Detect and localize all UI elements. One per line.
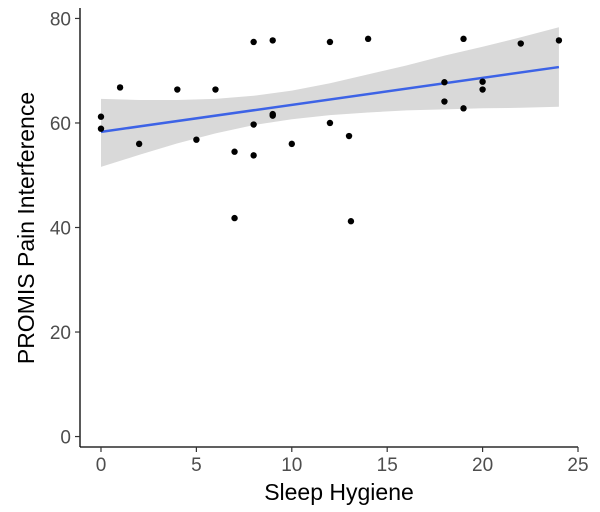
y-tick-label: 80: [50, 9, 71, 30]
x-tick-label: 0: [96, 455, 107, 476]
data-point: [231, 148, 238, 155]
data-point: [441, 98, 448, 105]
data-point: [479, 86, 486, 93]
y-tick-label: 20: [50, 323, 71, 344]
x-tick-label: 25: [567, 455, 588, 476]
data-point: [517, 40, 524, 47]
data-point: [97, 125, 105, 132]
x-tick-label: 15: [377, 455, 398, 476]
data-point: [269, 112, 276, 119]
x-tick-label: 5: [191, 455, 202, 476]
x-axis-title: Sleep Hygiene: [264, 479, 414, 505]
data-point: [326, 119, 334, 127]
points-layer: [97, 35, 563, 225]
data-point: [97, 113, 105, 120]
y-axis-title: PROMIS Pain Interference: [13, 92, 39, 364]
data-point: [555, 37, 563, 44]
regression-line: [100, 65, 560, 134]
data-point: [135, 140, 143, 148]
data-point: [250, 38, 257, 46]
data-point: [174, 86, 181, 93]
data-point: [364, 35, 372, 43]
data-point: [288, 140, 295, 148]
data-point: [269, 37, 276, 44]
data-point: [116, 84, 124, 91]
data-point: [347, 218, 355, 225]
data-point: [250, 152, 257, 159]
data-point: [479, 78, 486, 85]
y-tick-label: 0: [60, 428, 71, 449]
confidence-band-layer: [101, 27, 559, 167]
data-point: [231, 214, 238, 222]
data-point: [460, 105, 467, 112]
data-point: [460, 35, 467, 43]
data-point: [441, 79, 448, 86]
fit-line-layer: [100, 65, 560, 134]
data-point: [193, 136, 200, 143]
data-point: [326, 38, 334, 46]
data-point: [250, 121, 257, 128]
confidence-band: [101, 27, 559, 167]
data-point: [212, 86, 219, 93]
y-tick-label: 40: [50, 219, 71, 240]
x-tick-label: 10: [281, 455, 302, 476]
data-point: [345, 132, 353, 140]
ticks-layer: 0 5 10 15 20 25 0 20 40 60 80: [50, 9, 589, 476]
y-tick-label: 60: [50, 114, 71, 135]
x-tick-label: 20: [472, 455, 493, 476]
